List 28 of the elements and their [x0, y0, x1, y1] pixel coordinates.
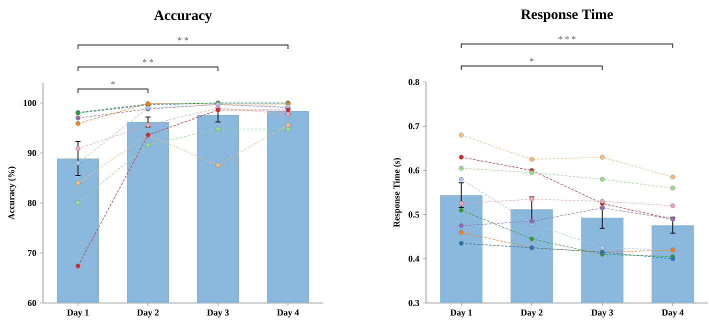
y-tick-label: 100 — [24, 100, 36, 106]
chart-title: Accuracy — [154, 10, 212, 24]
annotation: * — [111, 81, 115, 84]
x-tick-label: Day 4 — [277, 310, 299, 318]
x-tick-label: Day 4 — [662, 310, 684, 318]
text: * — [530, 58, 534, 62]
y-tick-label: 0.6 — [408, 167, 420, 174]
y-tick-label: 0.5 — [408, 212, 420, 218]
y-tick-label: 80 — [28, 200, 36, 206]
chart-title: Response Time — [520, 9, 613, 22]
y-axis-title: Response Time (s) — [393, 158, 402, 228]
y-tick-label: 0.3 — [408, 300, 420, 306]
x-tick-label: Day 1 — [450, 310, 472, 318]
y-tick-label: 0.7 — [408, 123, 420, 130]
text: * * — [178, 37, 188, 40]
y-tick-label: 60 — [28, 300, 36, 306]
x-tick-label: Day 3 — [207, 310, 229, 318]
y-tick-label: 90 — [28, 150, 36, 156]
text: * * * — [558, 36, 576, 40]
y-tick-label: 70 — [28, 250, 36, 256]
y-tick-label: 0.4 — [408, 256, 420, 262]
x-tick-label: Day 3 — [591, 310, 614, 318]
y-axis-title: Accuracy (%) — [8, 166, 16, 220]
x-tick-label: Day 2 — [520, 310, 542, 318]
x-tick-label: Day 2 — [137, 310, 159, 318]
text: * * — [142, 59, 154, 62]
x-tick-label: Day 1 — [67, 310, 89, 318]
y-tick-label: 0.8 — [408, 78, 420, 86]
